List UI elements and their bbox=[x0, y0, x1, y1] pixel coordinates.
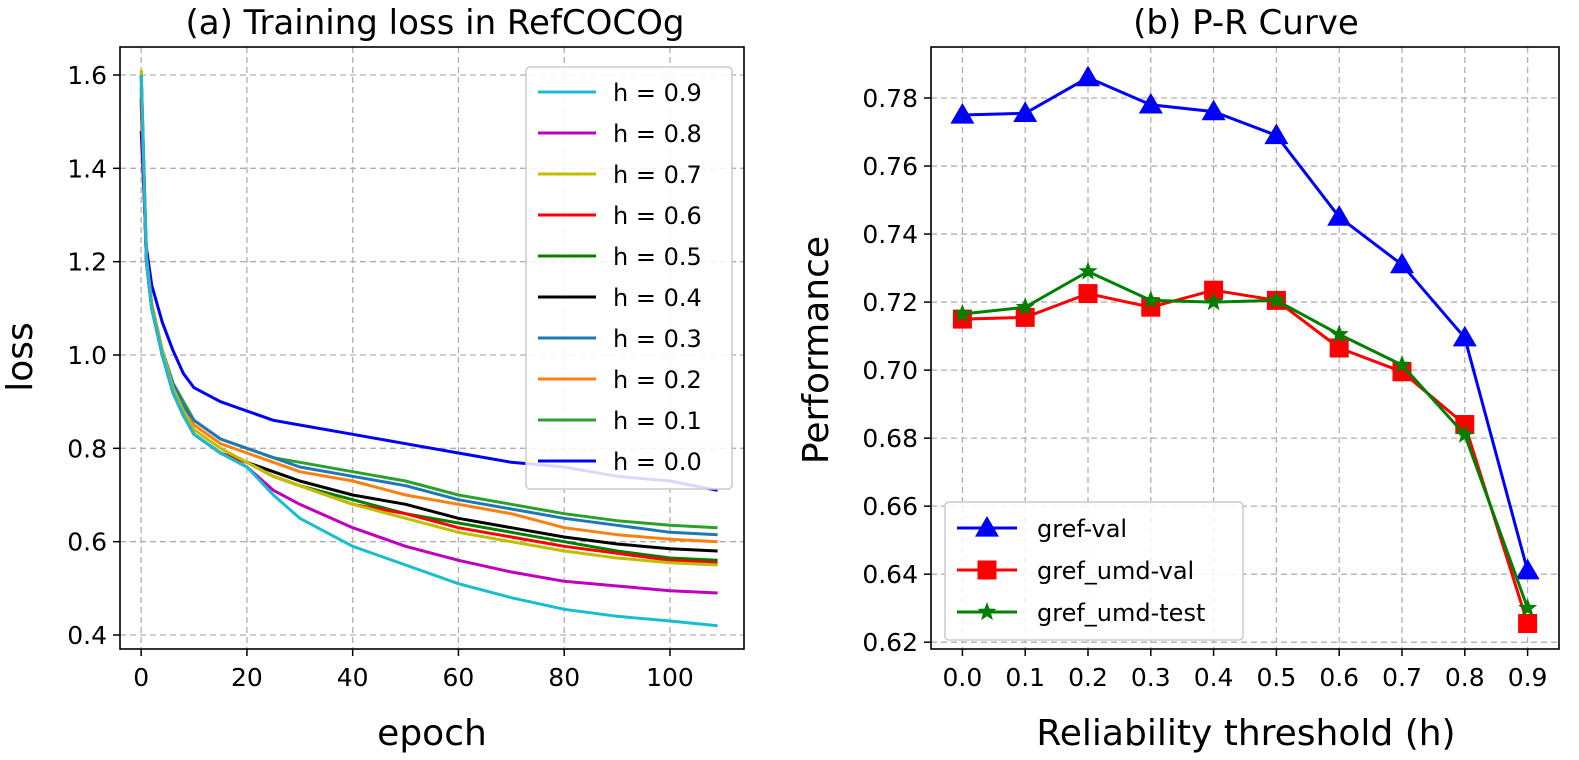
chart-a-xtick-label: 60 bbox=[443, 663, 475, 692]
chart-b-ylabel: Performance bbox=[796, 236, 837, 464]
chart-a-legend-label: h = 0.6 bbox=[613, 202, 702, 230]
chart-b-legend-marker bbox=[977, 602, 997, 621]
chart-a-legend-label: h = 0.3 bbox=[613, 325, 702, 353]
pr-point-gref_umd-val bbox=[1518, 613, 1538, 633]
training-loss-chart: (a) Training loss in RefCOCOg epoch loss… bbox=[0, 3, 745, 754]
pr-point-gref_umd-test bbox=[952, 304, 972, 323]
pr-point-gref-val bbox=[1138, 92, 1163, 114]
chart-b-legend-marker bbox=[975, 516, 999, 537]
chart-b-legend-marker bbox=[977, 560, 997, 580]
pr-point-gref-val bbox=[1264, 123, 1289, 145]
chart-a-legend-label: h = 0.9 bbox=[613, 79, 702, 107]
chart-b-ytick-label: 0.66 bbox=[862, 492, 918, 521]
chart-b-title: (b) P-R Curve bbox=[1133, 3, 1359, 43]
chart-b-xtick-label: 0.1 bbox=[1005, 663, 1045, 692]
pr-point-gref-val bbox=[1201, 99, 1226, 121]
pr-point-gref_umd-test bbox=[1455, 424, 1475, 443]
chart-a-legend-label: h = 0.2 bbox=[613, 366, 702, 394]
pr-point-gref-val bbox=[1452, 325, 1477, 347]
chart-b-ytick-label: 0.72 bbox=[862, 288, 918, 317]
pr-point-gref-val bbox=[1076, 65, 1100, 87]
chart-b-xtick-label: 0.0 bbox=[943, 663, 983, 692]
chart-b-legend-label: gref_umd-val bbox=[1037, 557, 1194, 585]
chart-b-legend-box bbox=[944, 501, 1244, 641]
chart-a-xtick-label: 80 bbox=[548, 663, 580, 692]
pr-curve-chart: (b) P-R Curve Reliability threshold (h) … bbox=[796, 3, 1560, 754]
pr-point-gref_umd-val bbox=[1204, 280, 1224, 300]
pr-point-gref_umd-val bbox=[1078, 284, 1098, 304]
chart-a-legend-label: h = 0.4 bbox=[613, 284, 702, 312]
chart-a-ytick-label: 1.0 bbox=[67, 341, 107, 370]
chart-a-xtick-label: 0 bbox=[133, 663, 149, 692]
chart-a-ytick-label: 0.8 bbox=[67, 434, 107, 463]
chart-b-xtick-label: 0.5 bbox=[1257, 663, 1297, 692]
pr-point-gref-val bbox=[1013, 101, 1038, 122]
chart-a-xlabel: epoch bbox=[377, 713, 487, 754]
chart-b-xtick-label: 0.6 bbox=[1319, 663, 1359, 692]
pr-point-gref_umd-test bbox=[1015, 297, 1035, 316]
chart-b-legend-label: gref-val bbox=[1037, 515, 1127, 543]
chart-a-ytick-label: 0.6 bbox=[67, 528, 107, 557]
chart-a-legend-label: h = 0.7 bbox=[613, 161, 702, 189]
chart-b-frame bbox=[930, 46, 1560, 650]
pr-point-gref_umd-val bbox=[1329, 338, 1349, 358]
chart-a-legend-label: h = 0.0 bbox=[613, 448, 702, 476]
pr-point-gref_umd-test bbox=[1141, 290, 1161, 309]
chart-b-ytick-label: 0.62 bbox=[862, 628, 918, 657]
chart-b-ytick-label: 0.68 bbox=[862, 424, 918, 453]
pr-point-gref_umd-val bbox=[1392, 362, 1412, 382]
pr-point-gref_umd-test bbox=[1518, 598, 1538, 617]
chart-b-ytick-label: 0.70 bbox=[862, 356, 918, 385]
loss-series-0.9 bbox=[139, 74, 718, 628]
chart-b-xtick-label: 0.2 bbox=[1068, 663, 1108, 692]
chart-a-xtick-label: 100 bbox=[646, 663, 694, 692]
chart-b-xtick-label: 0.3 bbox=[1131, 663, 1171, 692]
pr-point-gref_umd-test bbox=[1329, 324, 1349, 343]
chart-b-xtick-label: 0.7 bbox=[1382, 663, 1422, 692]
chart-a-ytick-label: 1.2 bbox=[67, 248, 107, 277]
pr-point-gref_umd-test bbox=[1204, 292, 1224, 311]
chart-b-legend-label: gref_umd-test bbox=[1037, 599, 1205, 627]
pr-point-gref_umd-test bbox=[1078, 261, 1098, 280]
chart-b-ytick-label: 0.76 bbox=[862, 152, 918, 181]
chart-b-xtick-label: 0.4 bbox=[1194, 663, 1234, 692]
chart-a-legend-label: h = 0.8 bbox=[613, 120, 702, 148]
chart-a-ytick-label: 1.6 bbox=[67, 61, 107, 90]
chart-a-legend: h = 0.9 h = 0.8 h = 0.7 h = 0.6 h = 0.5 h = 0… bbox=[525, 66, 733, 490]
chart-a-frame bbox=[119, 46, 745, 650]
chart-a-xtick-label: 40 bbox=[337, 663, 369, 692]
pr-point-gref-val bbox=[1515, 558, 1540, 580]
chart-a-ytick-label: 0.4 bbox=[67, 621, 107, 650]
chart-b-xtick-label: 0.8 bbox=[1445, 663, 1485, 692]
chart-a-title: (a) Training loss in RefCOCOg bbox=[186, 3, 685, 43]
chart-a-legend-label: h = 0.5 bbox=[613, 243, 702, 271]
chart-a-ytick-label: 1.4 bbox=[67, 154, 107, 183]
pr-point-gref-val bbox=[1390, 252, 1414, 274]
chart-b-xtick-label: 0.9 bbox=[1508, 663, 1548, 692]
pr-point-gref_umd-test bbox=[1392, 355, 1412, 374]
chart-b-legend: gref-val gref_umd-val gref_umd-test bbox=[944, 501, 1244, 641]
chart-b-ytick-label: 0.64 bbox=[862, 560, 918, 589]
pr-point-gref_umd-val bbox=[1141, 297, 1161, 317]
chart-b-ytick-label: 0.74 bbox=[862, 220, 918, 249]
chart-a-xtick-label: 20 bbox=[231, 663, 263, 692]
pr-point-gref_umd-test bbox=[1266, 290, 1286, 309]
chart-b-ytick-label: 0.78 bbox=[862, 84, 918, 113]
chart-a-ylabel: loss bbox=[0, 322, 41, 392]
pr-point-gref-val bbox=[1327, 205, 1352, 226]
chart-b-xlabel: Reliability threshold (h) bbox=[1036, 713, 1455, 754]
pr-series-gref-val bbox=[962, 76, 1530, 572]
chart-a-legend-label: h = 0.1 bbox=[613, 407, 702, 435]
pr-point-gref-val bbox=[950, 103, 975, 124]
pr-series-gref_umd-test bbox=[962, 270, 1530, 609]
